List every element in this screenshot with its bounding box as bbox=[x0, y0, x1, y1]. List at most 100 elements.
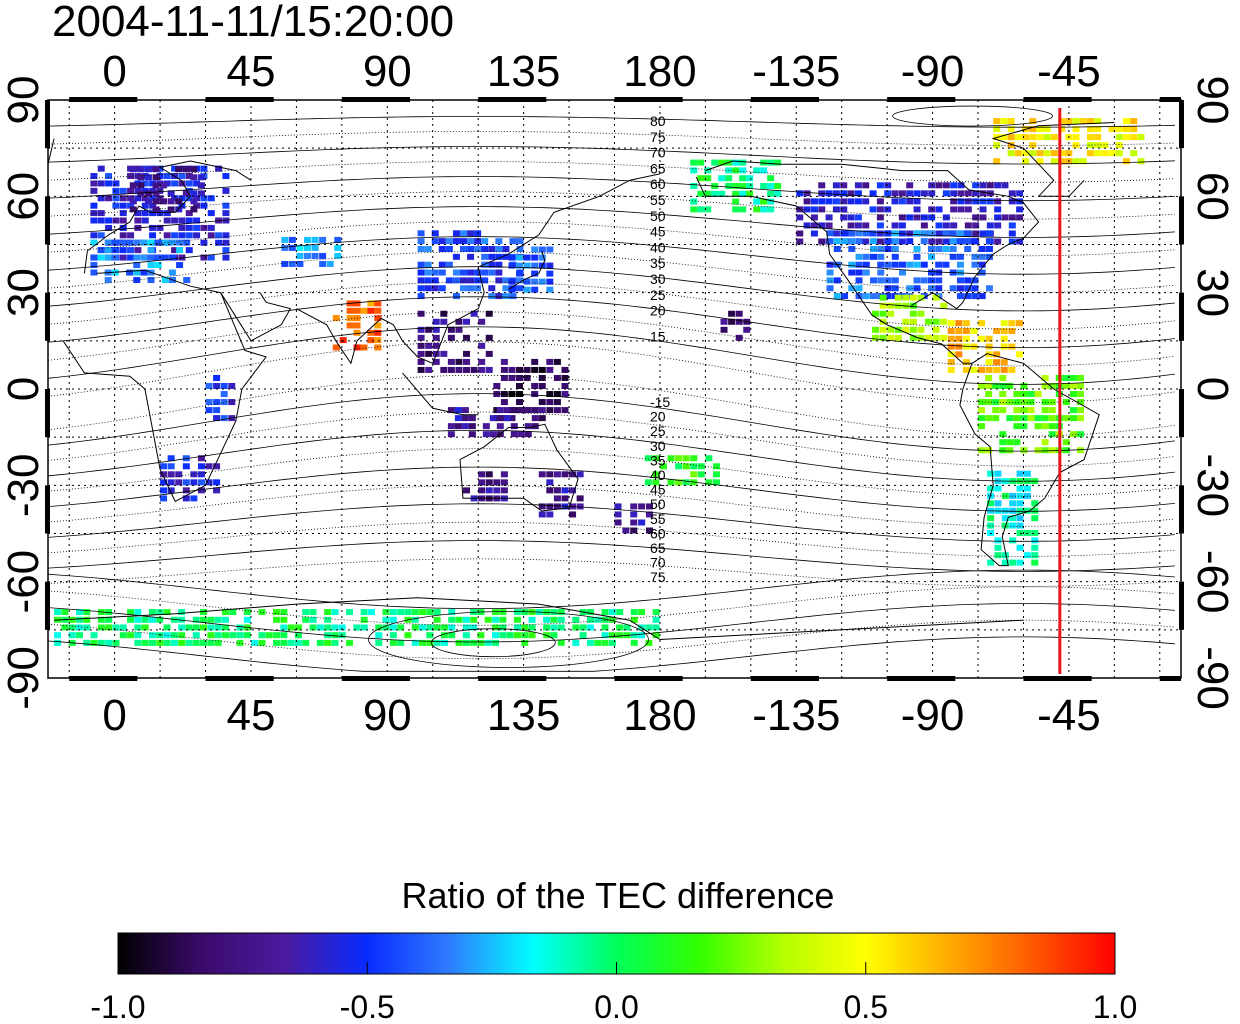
tec-data-cell bbox=[630, 511, 638, 518]
tec-data-cell bbox=[178, 173, 186, 180]
tec-data-cell bbox=[499, 616, 507, 623]
tec-data-cell bbox=[1137, 158, 1145, 165]
tec-data-cell bbox=[190, 198, 198, 205]
tec-data-cell bbox=[855, 285, 863, 292]
tec-data-cell bbox=[273, 639, 281, 646]
tec-data-cell bbox=[1023, 485, 1031, 492]
tec-data-cell bbox=[1123, 158, 1131, 165]
tec-data-cell bbox=[956, 230, 964, 237]
tec-data-cell bbox=[1016, 559, 1024, 566]
tec-data-cell bbox=[213, 415, 221, 422]
tec-data-cell bbox=[955, 327, 963, 334]
tec-data-cell bbox=[220, 383, 228, 389]
tec-data-cell bbox=[506, 632, 514, 639]
tec-data-cell bbox=[156, 180, 164, 187]
tec-data-cell bbox=[1016, 470, 1024, 477]
tec-data-cell bbox=[553, 407, 561, 414]
tec-data-cell bbox=[417, 238, 425, 245]
tec-data-cell bbox=[586, 609, 594, 616]
tec-data-cell bbox=[935, 222, 943, 229]
tec-data-cell bbox=[1022, 134, 1030, 141]
tec-data-cell bbox=[964, 277, 972, 284]
tec-data-cell bbox=[553, 487, 561, 494]
frame-tick-bar bbox=[750, 97, 819, 102]
tec-data-cell bbox=[481, 277, 489, 284]
tec-data-cell bbox=[947, 359, 955, 366]
tec-data-cell bbox=[1041, 447, 1049, 454]
tec-data-cell bbox=[994, 238, 1002, 245]
tec-data-cell bbox=[127, 187, 135, 194]
tec-data-cell bbox=[521, 639, 529, 646]
tec-data-cell bbox=[417, 350, 425, 357]
tec-data-cell bbox=[1043, 134, 1051, 141]
tec-data-cell bbox=[152, 190, 160, 197]
tec-data-cell bbox=[215, 232, 223, 239]
tec-data-cell bbox=[440, 632, 448, 639]
tec-data-cell bbox=[1016, 500, 1024, 507]
tec-data-cell bbox=[221, 616, 229, 623]
tec-data-cell bbox=[1050, 134, 1058, 141]
tec-data-cell bbox=[448, 609, 456, 616]
tec-data-cell bbox=[134, 616, 142, 623]
tec-data-cell bbox=[652, 632, 660, 639]
tec-data-cell bbox=[985, 366, 993, 373]
tec-data-cell bbox=[942, 182, 950, 189]
tec-data-cell bbox=[1027, 399, 1035, 406]
tec-data-cell bbox=[739, 206, 747, 213]
tec-data-cell bbox=[1123, 118, 1131, 125]
tec-data-cell bbox=[90, 202, 98, 209]
tec-data-cell bbox=[1079, 158, 1087, 165]
tec-data-cell bbox=[935, 182, 943, 189]
tec-data-cell bbox=[971, 261, 979, 268]
tec-data-cell bbox=[645, 624, 653, 631]
tec-data-cell bbox=[516, 277, 524, 284]
tec-data-cell bbox=[163, 173, 171, 180]
tec-data-cell bbox=[1130, 150, 1138, 157]
tec-data-cell bbox=[608, 616, 616, 623]
tec-data-cell bbox=[986, 222, 994, 229]
tec-data-cell bbox=[438, 245, 446, 252]
contour-label: 75 bbox=[650, 569, 666, 585]
tec-data-cell bbox=[601, 624, 609, 631]
tec-data-cell bbox=[993, 118, 1001, 125]
tec-data-cell bbox=[1014, 150, 1022, 157]
tec-data-cell bbox=[644, 479, 652, 486]
tec-data-cell bbox=[985, 230, 993, 237]
tec-data-cell bbox=[119, 187, 127, 194]
tec-data-cell bbox=[972, 190, 980, 197]
tec-data-cell bbox=[97, 165, 105, 172]
tec-data-cell bbox=[614, 503, 622, 510]
top-axis-tick-label: 90 bbox=[363, 47, 412, 96]
tec-data-cell bbox=[855, 230, 863, 237]
tec-data-cell bbox=[1065, 150, 1073, 157]
tec-data-cell bbox=[374, 344, 382, 351]
tec-data-cell bbox=[462, 632, 470, 639]
tec-data-cell bbox=[854, 182, 862, 189]
tec-data-cell bbox=[898, 222, 906, 229]
tec-data-cell bbox=[1048, 383, 1056, 389]
tec-data-cell bbox=[862, 198, 870, 205]
tec-data-cell bbox=[129, 182, 137, 189]
tec-data-cell bbox=[810, 222, 818, 229]
tec-data-cell bbox=[61, 609, 69, 616]
coastline bbox=[959, 353, 1100, 567]
tec-data-cell bbox=[999, 391, 1007, 398]
tec-data-cell bbox=[735, 334, 743, 341]
tec-data-cell bbox=[1076, 407, 1084, 414]
tec-data-cell bbox=[1069, 374, 1077, 381]
tec-data-cell bbox=[112, 195, 120, 202]
tec-data-cell bbox=[638, 519, 646, 526]
tec-data-cell bbox=[461, 415, 469, 422]
frame-tick-bar bbox=[478, 97, 547, 102]
tec-data-cell bbox=[553, 503, 561, 510]
tec-data-cell bbox=[840, 198, 848, 205]
tec-data-cell bbox=[500, 487, 508, 494]
tec-data-cell bbox=[877, 253, 885, 260]
tec-data-cell bbox=[1029, 134, 1037, 141]
tec-data-cell bbox=[928, 182, 936, 189]
tec-data-cell bbox=[942, 222, 950, 229]
tec-data-cell bbox=[367, 300, 375, 307]
tec-data-cell bbox=[148, 609, 156, 616]
contour-labels: 8075706560555045403530252015-15202530354… bbox=[650, 113, 670, 585]
tec-data-cell bbox=[192, 624, 200, 631]
